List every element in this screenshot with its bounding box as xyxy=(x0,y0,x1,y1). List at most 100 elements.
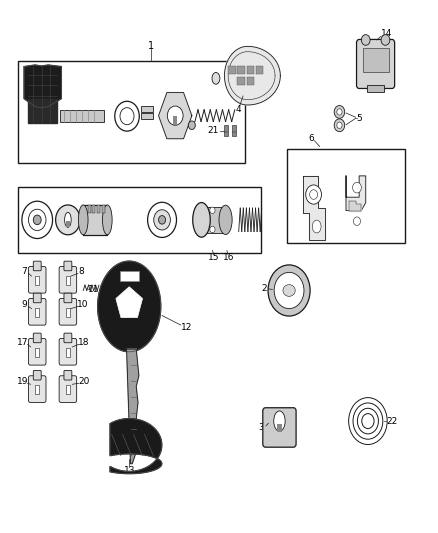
FancyBboxPatch shape xyxy=(33,261,41,271)
Ellipse shape xyxy=(283,285,295,296)
Bar xyxy=(88,205,91,213)
Polygon shape xyxy=(110,418,162,474)
Circle shape xyxy=(310,190,318,199)
Polygon shape xyxy=(346,176,366,211)
FancyBboxPatch shape xyxy=(263,408,296,447)
Circle shape xyxy=(210,207,215,213)
FancyBboxPatch shape xyxy=(28,376,46,402)
Circle shape xyxy=(148,203,177,238)
Text: 6: 6 xyxy=(308,134,314,143)
Circle shape xyxy=(33,215,41,225)
Bar xyxy=(66,348,70,357)
FancyBboxPatch shape xyxy=(59,266,77,293)
Circle shape xyxy=(268,265,310,316)
Text: 18: 18 xyxy=(78,338,90,346)
Bar xyxy=(66,308,70,317)
Ellipse shape xyxy=(78,205,88,235)
Text: 2: 2 xyxy=(261,285,267,293)
Circle shape xyxy=(353,182,361,193)
Ellipse shape xyxy=(212,72,220,84)
Circle shape xyxy=(120,108,134,125)
Circle shape xyxy=(361,35,370,45)
Bar xyxy=(367,85,384,92)
Bar xyxy=(277,424,282,432)
Bar xyxy=(120,271,139,281)
Circle shape xyxy=(22,201,53,239)
Bar xyxy=(66,385,70,394)
Bar xyxy=(66,221,70,227)
Bar xyxy=(92,205,95,213)
Ellipse shape xyxy=(193,203,210,237)
Polygon shape xyxy=(116,287,142,318)
Circle shape xyxy=(56,205,80,235)
Circle shape xyxy=(154,209,170,230)
Ellipse shape xyxy=(102,205,112,235)
Ellipse shape xyxy=(312,220,321,233)
Bar xyxy=(35,385,39,394)
Circle shape xyxy=(210,227,215,232)
Bar xyxy=(228,66,236,74)
Text: 13: 13 xyxy=(124,466,135,474)
Text: 14: 14 xyxy=(381,29,392,38)
Polygon shape xyxy=(28,99,57,123)
Ellipse shape xyxy=(219,205,232,235)
FancyBboxPatch shape xyxy=(28,298,46,325)
FancyBboxPatch shape xyxy=(59,338,77,365)
Text: 12: 12 xyxy=(180,324,192,332)
Circle shape xyxy=(306,185,321,204)
Circle shape xyxy=(159,215,166,224)
FancyBboxPatch shape xyxy=(64,293,72,303)
Bar xyxy=(60,110,104,122)
Bar xyxy=(247,77,254,85)
Text: 3: 3 xyxy=(258,423,264,432)
Circle shape xyxy=(337,109,342,115)
Text: 4: 4 xyxy=(236,105,241,114)
Circle shape xyxy=(334,119,345,132)
Circle shape xyxy=(188,121,195,130)
Text: 16: 16 xyxy=(223,253,235,262)
Circle shape xyxy=(28,209,46,231)
FancyBboxPatch shape xyxy=(64,370,72,380)
Text: 1: 1 xyxy=(148,42,154,51)
Text: 8: 8 xyxy=(78,268,84,276)
Text: 22: 22 xyxy=(386,417,398,425)
FancyBboxPatch shape xyxy=(59,298,77,325)
FancyBboxPatch shape xyxy=(33,293,41,303)
Circle shape xyxy=(274,272,304,309)
Bar xyxy=(102,205,105,213)
Bar xyxy=(97,205,100,213)
Bar xyxy=(66,276,70,285)
FancyBboxPatch shape xyxy=(64,261,72,271)
Text: 7: 7 xyxy=(21,268,27,276)
Bar xyxy=(287,149,405,243)
Bar xyxy=(224,125,228,136)
Circle shape xyxy=(381,35,390,45)
Polygon shape xyxy=(127,349,139,464)
FancyBboxPatch shape xyxy=(357,39,395,88)
Ellipse shape xyxy=(274,411,285,431)
Bar xyxy=(141,106,153,112)
FancyBboxPatch shape xyxy=(28,266,46,293)
Polygon shape xyxy=(303,176,325,240)
Text: 21: 21 xyxy=(208,126,219,135)
Bar xyxy=(83,205,107,235)
Ellipse shape xyxy=(65,213,71,227)
Bar xyxy=(237,77,245,85)
Circle shape xyxy=(353,217,360,225)
Bar xyxy=(363,48,389,72)
FancyBboxPatch shape xyxy=(28,338,46,365)
Bar xyxy=(237,66,245,74)
Bar xyxy=(232,125,236,136)
Text: 20: 20 xyxy=(78,377,90,386)
Circle shape xyxy=(167,106,183,125)
Circle shape xyxy=(334,106,345,118)
Bar xyxy=(18,187,261,253)
FancyBboxPatch shape xyxy=(59,376,77,402)
FancyBboxPatch shape xyxy=(33,333,41,343)
FancyBboxPatch shape xyxy=(33,370,41,380)
Polygon shape xyxy=(225,46,280,105)
Text: 11: 11 xyxy=(88,285,100,294)
Polygon shape xyxy=(98,261,161,352)
Bar xyxy=(18,61,245,163)
Polygon shape xyxy=(24,65,61,108)
